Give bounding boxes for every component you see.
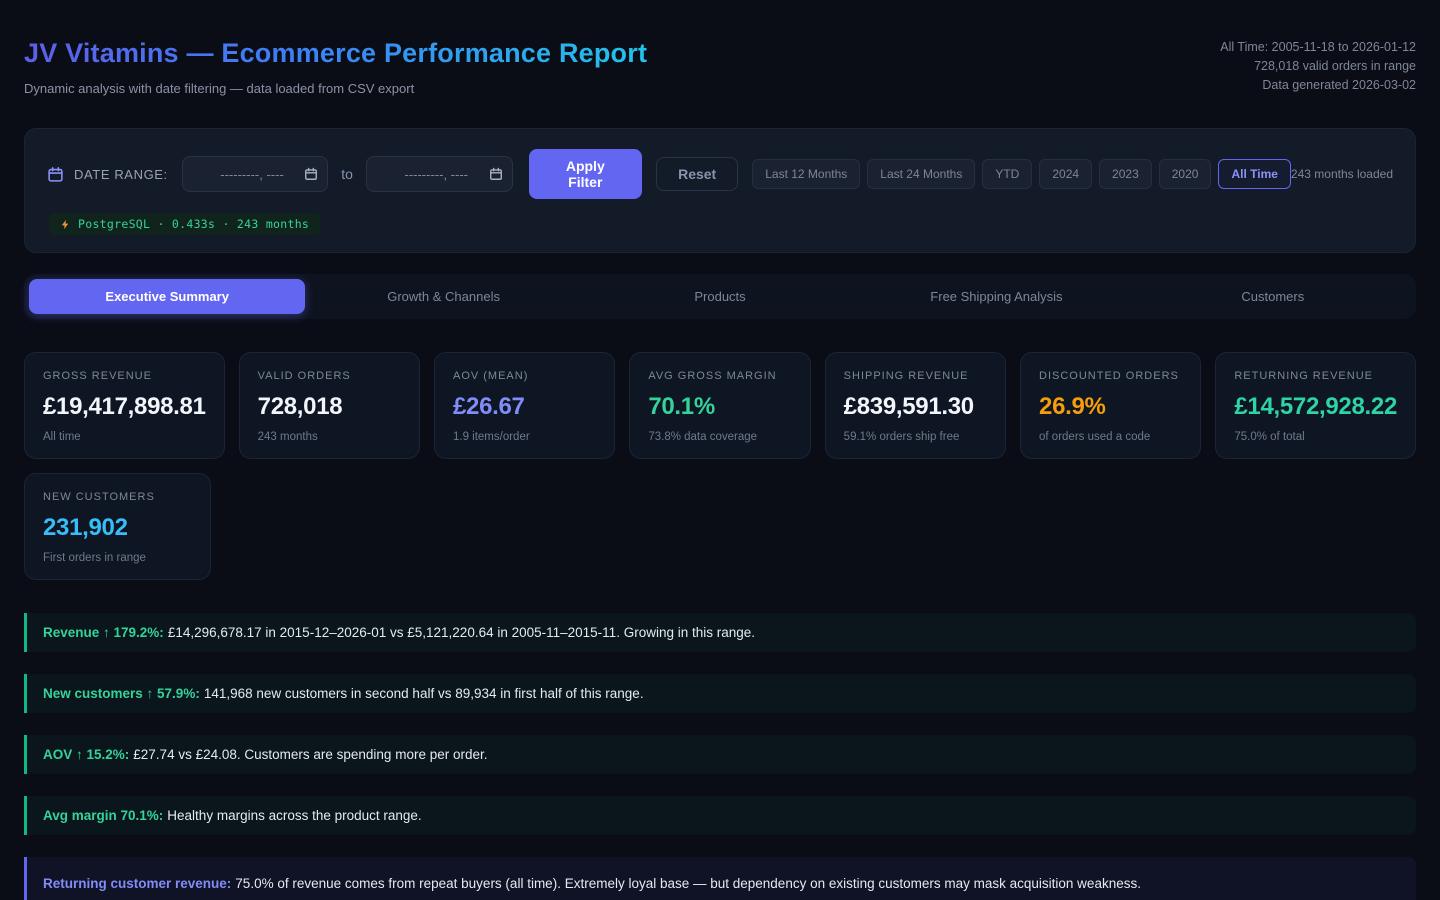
kpi-label: AOV (MEAN) [452,369,529,382]
insight-label: Revenue ↑ 179.2%: [43,624,164,640]
tab-customers[interactable]: Customers [1135,279,1411,314]
kpi-label: AVG GROSS MARGIN [648,369,777,382]
insight-text: £14,296,678.17 in 2015-12–2026-01 vs £5,… [167,624,756,640]
date-from-field [181,156,329,192]
insight-returning-customer-revenue: Returning customer revenue: 75.0% of reve… [24,856,1416,900]
db-badge-text: PostgreSQL · 0.433s · 243 months [78,217,310,231]
kpi-value: £19,417,898.81 [43,392,206,420]
page-title: JV Vitamins — Ecommerce Performance Repo… [24,38,648,68]
kpi-value: 70.1% [648,392,715,420]
kpi-value: £14,572,928.22 [1234,392,1397,420]
insight-text: Healthy margins across the product range… [167,807,422,823]
insight-new-customers: New customers ↑ 57.9%: 141,968 new custom… [24,673,1416,713]
meta-valid-orders: 728,018 valid orders in range [1254,59,1416,73]
kpi-card-returning-revenue: RETURNING REVENUE £14,572,928.22 75.0% o… [1215,351,1416,459]
calendar-icon[interactable] [304,167,318,186]
kpi-grid: GROSS REVENUE £19,417,898.81 All time VA… [24,351,1416,459]
kpi-value: 728,018 [257,392,343,420]
kpi-card-discounted-orders: DISCOUNTED ORDERS 26.9% of orders used a… [1020,351,1202,459]
insight-text: 141,968 new customers in second half vs … [203,685,644,701]
quick-range-all-time[interactable]: All Time [1218,159,1291,189]
calendar-icon [47,166,64,183]
date-to-field [365,156,513,192]
date-to-input[interactable] [366,157,512,191]
kpi-label: DISCOUNTED ORDERS [1039,369,1179,382]
insight-content: Returning customer revenue: 75.0% of reve… [43,876,1141,891]
kpi-value: 26.9% [1039,392,1106,420]
insight-label: Avg margin 70.1%: [43,807,164,823]
quick-range-ytd[interactable]: YTD [982,159,1033,189]
calendar-icon[interactable] [489,167,503,186]
tab-products[interactable]: Products [582,279,858,314]
insight-text: £27.74 vs £24.08. Customers are spending… [133,746,488,762]
filter-row: DATE RANGE: to Apply Filter [47,149,1393,199]
quick-range-last-24-months[interactable]: Last 24 Months [867,159,976,189]
to-label: to [341,166,353,182]
tab-free-shipping-analysis[interactable]: Free Shipping Analysis [858,279,1134,314]
reset-button[interactable]: Reset [656,157,739,191]
date-from-input[interactable] [182,157,328,191]
kpi-label: SHIPPING REVENUE [843,369,969,382]
insight-revenue-growth: Revenue ↑ 179.2%: £14,296,678.17 in 2015-… [24,612,1416,652]
kpi-sublabel: First orders in range [43,551,146,564]
insight-label: New customers ↑ 57.9%: [43,685,200,701]
kpi-sublabel: 75.0% of total [1234,430,1305,443]
insight-label: AOV ↑ 15.2%: [43,746,130,762]
tab-executive-summary[interactable]: Executive Summary [29,278,306,314]
header: JV Vitamins — Ecommerce Performance Repo… [24,38,1416,96]
meta-generated: Data generated 2026-03-02 [1262,78,1416,92]
header-left: JV Vitamins — Ecommerce Performance Repo… [24,38,647,96]
kpi-card-gross-revenue: GROSS REVENUE £19,417,898.81 All time [24,351,225,459]
kpi-label: NEW CUSTOMERS [43,490,155,503]
insight-text: 75.0% of revenue comes from repeat buyer… [235,876,1141,891]
db-status-badge: PostgreSQL · 0.433s · 243 months [49,213,321,235]
quick-range-group: Last 12 Months Last 24 Months YTD 2024 2… [752,159,1291,189]
kpi-value: 231,902 [43,513,128,541]
meta-all-time: All Time: 2005-11-18 to 2026-01-12 [1220,40,1416,54]
kpi-card-valid-orders: VALID ORDERS 728,018 243 months [238,351,420,459]
header-meta: All Time: 2005-11-18 to 2026-01-12 728,0… [1220,38,1416,95]
kpi-value: £26.67 [452,392,525,420]
quick-range-last-12-months[interactable]: Last 12 Months [752,159,861,189]
kpi-grid-row2: NEW CUSTOMERS 231,902 First orders in ra… [24,472,1416,580]
months-loaded-text: 243 months loaded [1290,167,1393,181]
kpi-sublabel: All time [43,430,81,443]
kpi-card-avg-gross-margin: AVG GROSS MARGIN 70.1% 73.8% data covera… [629,351,811,459]
insights-section: Revenue ↑ 179.2%: £14,296,678.17 in 2015-… [24,612,1416,900]
lightning-icon [60,218,71,231]
kpi-sublabel: 243 months [257,430,318,443]
insight-aov: AOV ↑ 15.2%: £27.74 vs £24.08. Customers … [24,734,1416,774]
kpi-label: GROSS REVENUE [43,369,152,382]
kpi-card-aov-mean: AOV (MEAN) £26.67 1.9 items/order [433,351,616,459]
quick-range-2020[interactable]: 2020 [1158,159,1212,189]
insight-label: Returning customer revenue: [43,876,232,891]
kpi-label: RETURNING REVENUE [1234,369,1373,382]
quick-range-2024[interactable]: 2024 [1039,159,1093,189]
kpi-card-shipping-revenue: SHIPPING REVENUE £839,591.30 59.1% order… [824,351,1007,459]
kpi-sublabel: 73.8% data coverage [648,430,758,443]
page-subtitle: Dynamic analysis with date filtering — d… [24,81,415,96]
filter-panel: DATE RANGE: to Apply Filter [24,128,1416,253]
kpi-card-new-customers: NEW CUSTOMERS 231,902 First orders in ra… [24,472,211,580]
kpi-sublabel: 59.1% orders ship free [843,430,960,443]
kpi-value: £839,591.30 [843,392,974,420]
apply-filter-button[interactable]: Apply Filter [528,149,643,199]
kpi-label: VALID ORDERS [257,369,351,382]
quick-range-2023[interactable]: 2023 [1099,159,1152,189]
kpi-sublabel: 1.9 items/order [452,430,530,443]
insight-avg-margin: Avg margin 70.1%: Healthy margins across … [24,795,1416,835]
kpi-sublabel: of orders used a code [1039,430,1151,443]
tab-bar: Executive Summary Growth & Channels Prod… [24,273,1416,319]
date-range-label: DATE RANGE: [74,166,168,182]
tab-growth-channels[interactable]: Growth & Channels [305,279,581,314]
